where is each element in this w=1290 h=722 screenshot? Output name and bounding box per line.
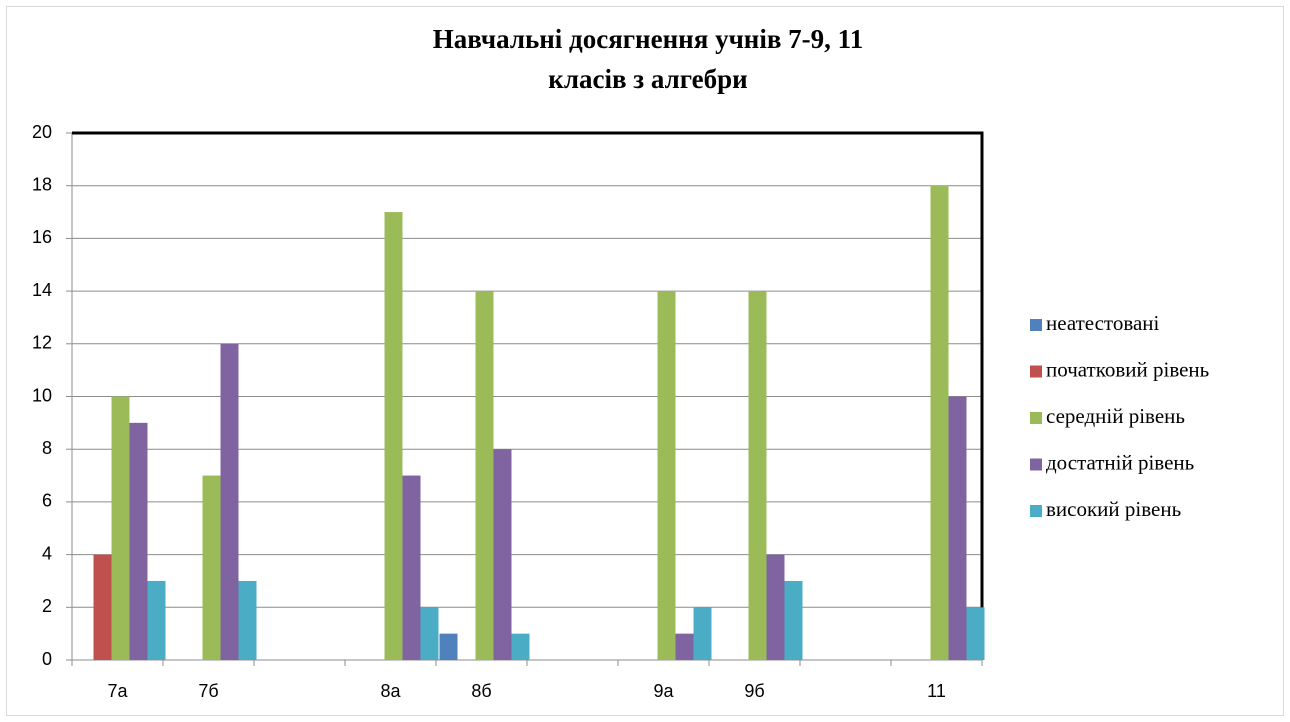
y-tick-label: 4 [42,543,52,563]
bar [511,633,530,660]
y-tick-label: 2 [42,596,52,616]
legend-label: неатестовані [1046,311,1160,335]
y-tick-label: 14 [32,280,52,300]
bar [238,580,257,660]
x-tick-label: 8а [380,681,401,701]
legend-swatch [1030,319,1042,331]
x-tick-label: 9б [744,681,764,701]
bar [966,607,985,660]
bar [111,396,130,660]
legend-swatch [1030,365,1042,378]
bar [439,633,458,660]
chart-title: Навчальні досягнення учнів 7-9, 11 [433,24,863,54]
bar [675,633,694,660]
x-tick-label: 11 [927,681,946,701]
y-tick-label: 12 [32,333,52,353]
y-tick-label: 18 [32,174,52,194]
legend-swatch [1030,505,1042,517]
bar [220,343,239,660]
y-tick-label: 20 [32,122,52,142]
bar [129,422,148,660]
x-tick-label: 7а [107,681,128,701]
plot-border [72,131,984,660]
legend-swatch [1030,412,1042,424]
bar [748,291,767,660]
y-tick-label: 10 [32,385,52,405]
bar [784,580,803,660]
x-tick-label: 9а [653,681,674,701]
bar [766,554,785,660]
bar [493,449,512,660]
bar [93,554,112,660]
bar [948,396,967,660]
bar [384,212,403,661]
legend-label: високий рівень [1046,497,1181,521]
legend-swatch [1030,458,1042,471]
y-tick-label: 0 [42,649,52,669]
y-tick-label: 8 [42,438,52,458]
legend-label: достатній рівень [1046,450,1194,474]
bar [202,475,221,660]
bar [420,607,439,660]
legend-label: початковий рівень [1046,357,1209,381]
legend-label: середній рівень [1046,404,1185,428]
y-tick-label: 16 [32,227,52,247]
bar [657,291,676,660]
y-tick-label: 6 [42,491,52,511]
bar [475,291,494,660]
bar [930,185,949,660]
x-tick-label: 8б [471,681,491,701]
bar [402,475,421,660]
bar [693,607,712,660]
x-tick-label: 7б [198,681,218,701]
chart-title: класів з алгебри [548,64,747,94]
bar [147,580,166,660]
